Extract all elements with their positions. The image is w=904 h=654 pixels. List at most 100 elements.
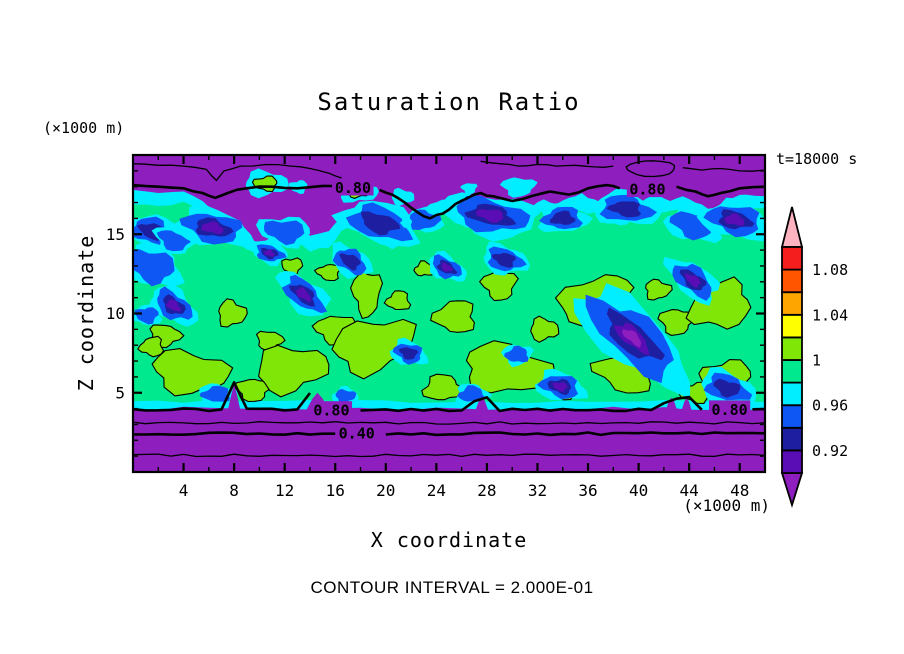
blob-4 [622, 329, 642, 348]
colorbar-under-arrow [780, 472, 804, 509]
y-axis-units: (×1000 m) [43, 119, 125, 137]
x-axis-units: (×1000 m) [683, 496, 770, 515]
plot-title: Saturation Ratio [317, 88, 581, 116]
colorbar-segment-chartreuse [781, 336, 803, 361]
blob-2 [549, 210, 576, 225]
colorbar-segment-red [781, 246, 803, 271]
x-axis-label: X coordinate [370, 528, 528, 552]
bottom-bump [227, 384, 241, 411]
blob-1 [409, 209, 442, 230]
island-cyan [391, 187, 415, 207]
patch-chartreuse [413, 260, 434, 277]
contour-label: 0.80 [313, 402, 349, 420]
colorbar-tick-label: 1 [812, 352, 821, 370]
patch-chartreuse [281, 257, 304, 277]
contour-label: 0.80 [712, 401, 748, 419]
blob-3 [165, 299, 182, 312]
bottom-bump [681, 398, 692, 411]
contour-thin-top [682, 167, 765, 172]
x-tick-label: 48 [730, 481, 749, 500]
blob-1 [199, 385, 230, 402]
blob-3 [475, 209, 504, 223]
colorbar-segment-cyan [781, 381, 803, 407]
colorbar-tick-label: 0.96 [812, 397, 848, 415]
y-tick-label: 15 [106, 225, 125, 244]
patch-chartreuse [313, 263, 342, 282]
contour-label-bg [332, 178, 374, 196]
colorbar-over-arrow [780, 206, 804, 248]
blob-2 [398, 347, 419, 360]
bottom-bump [475, 396, 489, 411]
blob-3 [441, 262, 453, 272]
contour-label-bg [336, 424, 378, 442]
blob-2 [713, 378, 741, 398]
contour-0.80-top [676, 185, 765, 198]
blob-3 [264, 249, 275, 257]
colorbar-segment-violet [781, 449, 803, 474]
colorbar-segment-orange [781, 291, 803, 316]
patch-chartreuse [645, 278, 673, 301]
contour-label-bg [626, 180, 669, 198]
x-tick-label: 16 [326, 481, 345, 500]
blob-1 [133, 249, 175, 287]
patch-chartreuse [137, 335, 165, 358]
colorbar-segment-blue [781, 404, 803, 429]
y-tick-label: 10 [106, 304, 125, 323]
island-cyan [499, 177, 538, 198]
patch-chartreuse [429, 300, 475, 333]
patch-chartreuse [530, 315, 560, 343]
contour-0.40-bottom [385, 431, 765, 437]
contour-label: 0.80 [335, 179, 371, 197]
contour-interval-note: CONTOUR INTERVAL = 2.000E-01 [310, 578, 594, 597]
patch-chartreuse [421, 373, 466, 401]
blob-1 [264, 220, 305, 246]
island-cyan [460, 183, 478, 195]
blob-2 [491, 253, 517, 268]
patch-chartreuse [331, 318, 417, 380]
patch-chartreuse [685, 276, 752, 330]
contour-0.40-bottom [133, 431, 336, 436]
blob-1 [504, 345, 529, 363]
blob-3 [296, 287, 311, 302]
colorbar-segment-yellow [781, 313, 803, 339]
blob-3 [724, 213, 745, 226]
blob-1 [134, 307, 159, 325]
blob-2 [360, 211, 401, 236]
contour-0.80-bottom [360, 395, 703, 413]
x-tick-label: 12 [275, 481, 294, 500]
x-tick-label: 32 [528, 481, 547, 500]
x-tick-label: 44 [680, 481, 699, 500]
blob-2 [339, 253, 361, 271]
contour-label: 0.40 [339, 425, 375, 443]
contour-0.20-bottom [133, 453, 765, 458]
x-tick-label: 36 [578, 481, 597, 500]
patch-chartreuse [383, 290, 412, 311]
x-tick-label: 40 [629, 481, 648, 500]
colorbar-segment-springgreen [781, 359, 803, 384]
colorbar-tick-label: 0.92 [812, 442, 848, 460]
colorbar-segment-orangered [781, 268, 803, 294]
blob-3 [552, 382, 568, 392]
x-tick-label: 4 [179, 481, 189, 500]
x-tick-label: 24 [427, 481, 446, 500]
y-tick-label: 5 [115, 383, 125, 402]
bottom-bump [665, 397, 678, 411]
blob-2 [606, 201, 642, 218]
contour-0.80-top [133, 183, 333, 200]
patch-chartreuse [258, 344, 330, 398]
contour-0.80-top [378, 183, 621, 220]
contour-label-bg [310, 401, 353, 419]
contour-label: 0.80 [629, 181, 665, 199]
x-tick-label: 28 [477, 481, 496, 500]
patch-chartreuse [350, 271, 384, 320]
blob-1 [335, 389, 357, 404]
blob-3 [684, 273, 701, 288]
contour-loop-top [625, 160, 676, 178]
blob-3 [201, 221, 224, 235]
contour-0.60-bottom [133, 421, 765, 425]
colorbar-tick-label: 1.08 [812, 261, 848, 279]
x-tick-label: 8 [229, 481, 239, 500]
patch-chartreuse [218, 298, 248, 328]
